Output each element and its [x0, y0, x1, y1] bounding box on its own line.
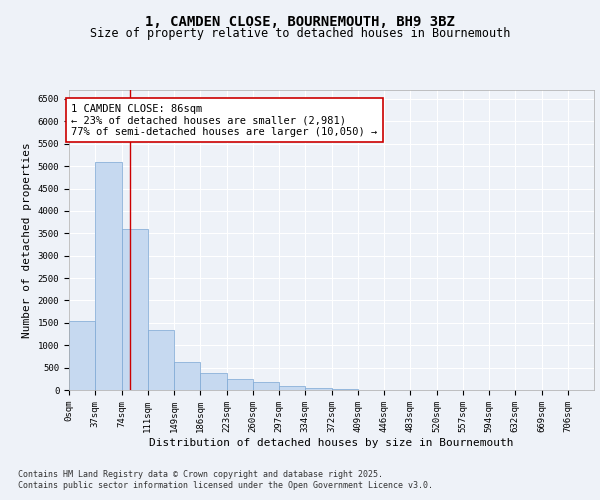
Text: Contains HM Land Registry data © Crown copyright and database right 2025.: Contains HM Land Registry data © Crown c… — [18, 470, 383, 479]
Bar — [200, 373, 227, 390]
Text: 1 CAMDEN CLOSE: 86sqm
← 23% of detached houses are smaller (2,981)
77% of semi-d: 1 CAMDEN CLOSE: 86sqm ← 23% of detached … — [71, 104, 377, 136]
Text: Contains public sector information licensed under the Open Government Licence v3: Contains public sector information licen… — [18, 481, 433, 490]
Bar — [69, 320, 95, 390]
X-axis label: Distribution of detached houses by size in Bournemouth: Distribution of detached houses by size … — [149, 438, 514, 448]
Text: 1, CAMDEN CLOSE, BOURNEMOUTH, BH9 3BZ: 1, CAMDEN CLOSE, BOURNEMOUTH, BH9 3BZ — [145, 15, 455, 29]
Bar — [227, 379, 253, 390]
Bar — [253, 382, 279, 390]
Bar — [279, 386, 305, 390]
Bar — [121, 229, 148, 390]
Bar — [332, 389, 358, 390]
Bar — [148, 330, 174, 390]
Text: Size of property relative to detached houses in Bournemouth: Size of property relative to detached ho… — [90, 28, 510, 40]
Y-axis label: Number of detached properties: Number of detached properties — [22, 142, 32, 338]
Bar — [95, 162, 121, 390]
Bar — [174, 362, 200, 390]
Bar — [305, 388, 331, 390]
